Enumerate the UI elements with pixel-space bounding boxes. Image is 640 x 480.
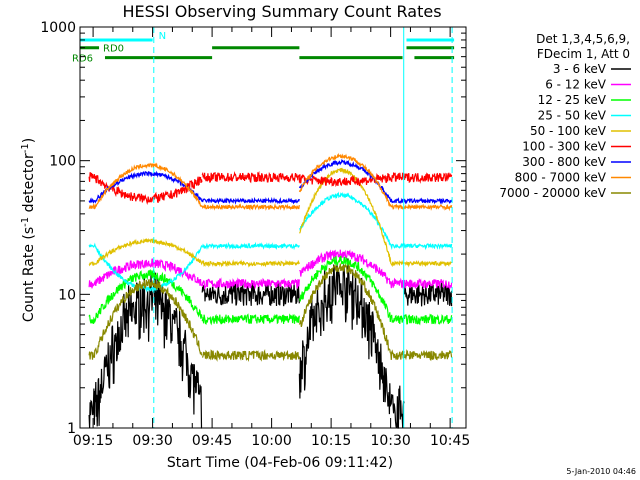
x-tick-label: 09:15 [73,433,113,449]
y-tick-label: 100 [49,154,76,170]
legend-entry-label: 6 - 12 keV [545,78,607,92]
series-line-5 [88,170,453,205]
flag-label-rd0: RD0 [103,44,124,55]
y-tick-label: 1000 [40,20,76,36]
legend: Det 1,3,4,5,6,9, FDecim 1, Att 0 3 - 6 k… [499,32,631,200]
legend-entry-label: 12 - 25 keV [538,93,607,107]
legend-header-decimation: FDecim 1, Att 0 [537,47,630,61]
series-line-1 [88,249,453,291]
legend-entry-label: 7000 - 20000 keV [499,186,606,200]
x-tick-label: 10:00 [251,433,291,449]
series-line-0 [88,258,453,429]
legend-header-detectors: Det 1,3,4,5,6,9, [536,32,630,46]
legend-entry-label: 100 - 300 keV [522,140,606,154]
plot-area [88,152,453,429]
series-line-8 [88,263,453,362]
y-axis-label: Count Rate (s-1 detector-1) [20,138,38,322]
plot-frame [79,26,467,429]
y-tick-label: 10 [58,287,76,303]
x-tick-label: 09:30 [132,433,172,449]
x-tick-label: 10:15 [311,433,351,449]
x-tick-label: 09:45 [192,433,232,449]
series-line-7 [88,152,453,212]
flag-label-rd6: RD6 [72,54,93,65]
series-line-2 [88,255,453,326]
saa-night-markers [79,27,453,428]
series-line-6 [88,158,453,205]
legend-entry-label: 800 - 7000 keV [515,171,607,185]
legend-entry-label: 25 - 50 keV [538,109,607,123]
flag-bars: N RD0 RD6 [72,31,455,65]
series-line-4 [88,167,452,268]
generation-date: 5-Jan-2010 04:46 [566,467,636,476]
flag-label-n: N [159,31,166,42]
axes: 1 10 100 1000 09:15 09:30 09:45 10:00 10:15 10:30… [40,20,470,449]
x-tick-label: 10:30 [370,433,410,449]
legend-entry-label: 50 - 100 keV [530,124,607,138]
legend-entry-label: 3 - 6 keV [553,62,607,76]
chart-title: HESSI Observing Summary Count Rates [122,2,441,21]
legend-entry-label: 300 - 800 keV [522,155,606,169]
x-tick-label: 10:45 [430,433,470,449]
y-tick-label: 1 [67,421,76,437]
x-axis-label: Start Time (04-Feb-06 09:11:42) [167,455,393,471]
